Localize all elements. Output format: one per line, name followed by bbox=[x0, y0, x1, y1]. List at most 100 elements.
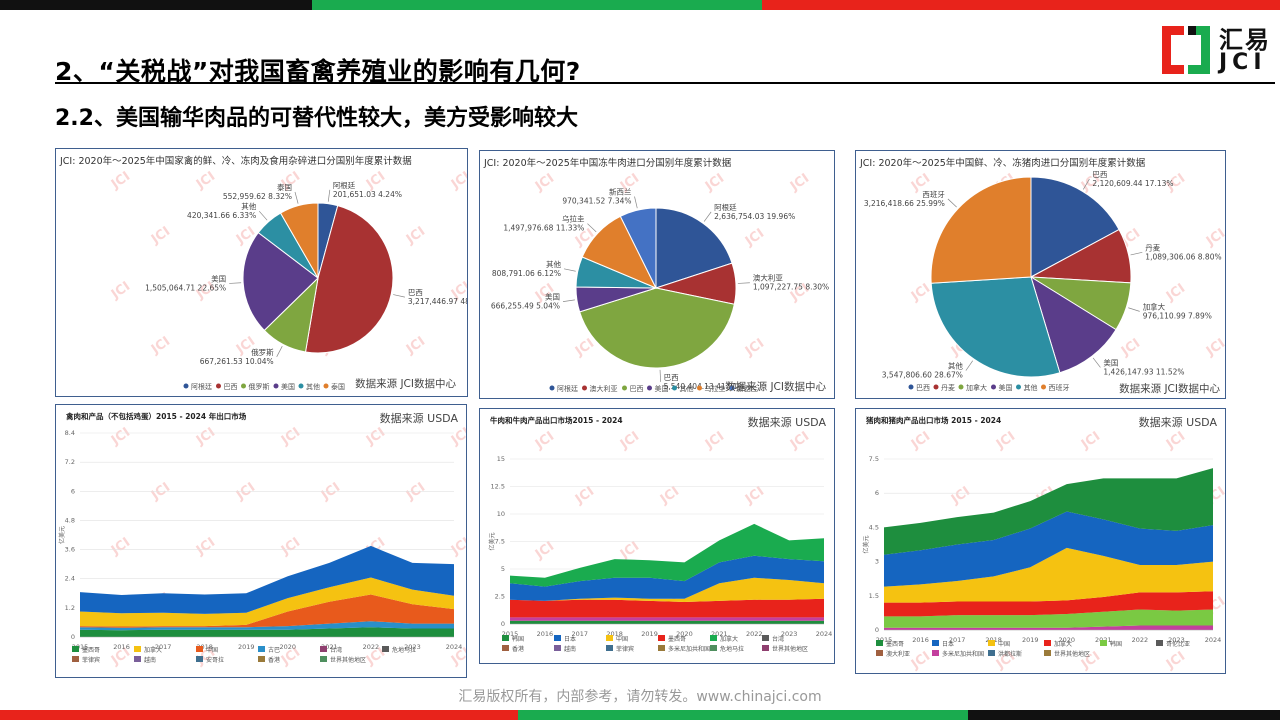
watermark-text: JCI bbox=[448, 169, 467, 193]
y-tick-label: 0 bbox=[875, 626, 879, 634]
pie-label-name: 美国 bbox=[211, 273, 226, 283]
watermark-text: JCI bbox=[532, 429, 557, 453]
chart-title: JCI: 2020年～2025年中国家禽的鲜、冷、冻肉及食用杂碎进口分国别年度累… bbox=[59, 155, 412, 167]
area-series-墨西哥 bbox=[80, 627, 454, 637]
x-tick-label: 2020 bbox=[676, 630, 693, 638]
legend-swatch bbox=[320, 656, 327, 662]
pie-leader-line bbox=[327, 189, 331, 202]
legend-swatch bbox=[729, 385, 735, 391]
y-tick-label: 6 bbox=[875, 489, 879, 497]
pie-label-value: 666,255.49 5.04% bbox=[491, 302, 560, 311]
pie-label-value: 970,341.52 7.34% bbox=[562, 196, 631, 205]
jci-logo-mark bbox=[1162, 26, 1210, 74]
pie-label-value: 1,089,306.06 8.80% bbox=[1145, 252, 1221, 261]
y-tick-label: 4.5 bbox=[869, 523, 879, 531]
legend-swatch bbox=[697, 385, 702, 391]
legend-swatch bbox=[606, 635, 613, 641]
legend-swatch bbox=[72, 656, 79, 662]
pie-label-value: 667,261.53 10.04% bbox=[200, 357, 274, 366]
legend-swatch bbox=[196, 646, 203, 652]
pie-leader-line bbox=[276, 346, 283, 357]
area-panel-pork: JCIJCIJCIJCIJCIJCIJCIJCIJCIJCIJCIJCIJCIJ… bbox=[855, 408, 1226, 674]
chart-source: 数据来源 USDA bbox=[1139, 415, 1218, 429]
legend-item: 中国 bbox=[616, 635, 628, 643]
x-tick-label: 2015 bbox=[876, 636, 893, 644]
legend-item: 韩国 bbox=[1110, 640, 1122, 648]
pie-label-value: 3,547,806.60 28.67% bbox=[882, 371, 963, 380]
page-subtitle: 2.2、美国输华肉品的可替代性较大，美方受影响较大 bbox=[55, 106, 578, 131]
chart-source: 数据来源 JCI数据中心 bbox=[355, 377, 456, 390]
pie-label-name: 俄罗斯 bbox=[251, 347, 274, 357]
pie-leader-line bbox=[965, 360, 974, 371]
chart-title: 牛肉和牛肉产品出口市场2015 - 2024 bbox=[490, 415, 623, 425]
area-series-其他 bbox=[510, 617, 824, 621]
top-bar-red bbox=[762, 0, 1280, 10]
legend-item: 加拿大 bbox=[144, 646, 162, 654]
legend-item: 西班牙 bbox=[1049, 383, 1070, 392]
watermark-text: JCI bbox=[148, 480, 173, 504]
y-tick-label: 5 bbox=[501, 565, 505, 573]
area-panel-poultry: JCI JCI JCI JCI JCI JCI JCI JCI JCI JCI JCI JCI JCI J… bbox=[55, 404, 467, 678]
legend-item: 台湾 bbox=[772, 635, 784, 643]
area-series-中国 bbox=[884, 547, 1213, 603]
area-series-加拿大 bbox=[510, 523, 824, 587]
pie-label-name: 新西兰 bbox=[609, 186, 632, 196]
legend-item: 丹麦 bbox=[941, 383, 955, 392]
watermark-text: JCI bbox=[193, 169, 218, 193]
watermark-text: JCI bbox=[948, 484, 973, 508]
x-tick-label: 2023 bbox=[404, 643, 421, 651]
area-series-墨西哥 bbox=[510, 598, 824, 618]
area-series-其他 bbox=[80, 545, 454, 614]
pie-leader-line bbox=[947, 198, 957, 208]
legend-swatch bbox=[382, 646, 389, 652]
pie-label-name: 美国 bbox=[545, 292, 560, 302]
legend-item: 世界其他地区 bbox=[772, 645, 808, 653]
y-axis-label: 亿美元 bbox=[862, 535, 870, 553]
legend-swatch bbox=[606, 645, 613, 651]
x-tick-label: 2017 bbox=[949, 636, 966, 644]
pie-label-value: 1,426,147.93 11.52% bbox=[1103, 367, 1184, 376]
legend-swatch bbox=[1041, 384, 1046, 390]
legend-swatch bbox=[658, 645, 665, 651]
pie-leader-line bbox=[659, 369, 661, 382]
legend-item: 香港 bbox=[268, 656, 280, 664]
legend-item: 澳大利亚 bbox=[590, 384, 618, 393]
y-tick-label: 6 bbox=[71, 487, 75, 495]
y-axis-label: 亿美元 bbox=[488, 532, 496, 550]
watermark-text: JCI bbox=[278, 535, 303, 559]
legend-item: 阿根廷 bbox=[557, 384, 578, 393]
watermark-text: JCI bbox=[193, 425, 218, 449]
legend-swatch bbox=[258, 656, 265, 662]
y-tick-label: 12.5 bbox=[491, 483, 505, 491]
x-tick-label: 2015 bbox=[72, 643, 89, 651]
legend-item: 新西兰 bbox=[737, 384, 758, 393]
top-bar-green bbox=[312, 0, 762, 10]
pie-label-value: 1,505,064.71 22.65% bbox=[145, 283, 226, 292]
watermark-text: JCI bbox=[108, 535, 133, 559]
legend-item: 墨西哥 bbox=[82, 647, 100, 654]
legend-swatch bbox=[1044, 640, 1051, 646]
legend-swatch bbox=[134, 656, 141, 662]
x-tick-label: 2022 bbox=[746, 630, 763, 638]
area-series-日本 bbox=[884, 511, 1213, 587]
legend-swatch bbox=[320, 646, 327, 652]
legend-item: 其他 bbox=[680, 384, 694, 393]
y-tick-label: 7.5 bbox=[495, 538, 505, 546]
x-tick-label: 2018 bbox=[196, 643, 213, 651]
pie-leader-line bbox=[737, 282, 750, 284]
watermark-text: JCI bbox=[908, 429, 933, 453]
legend-item: 巴西 bbox=[916, 384, 930, 392]
pie-panel-poultry: JCI JCI JCI JCI JCI JCI JCI JCI JCI JCI JCI JCI JCI J… bbox=[55, 148, 468, 397]
watermark-text: JCI bbox=[1078, 429, 1103, 453]
x-tick-label: 2023 bbox=[781, 630, 798, 638]
legend-swatch bbox=[710, 645, 717, 651]
legend-item: 哥伦比亚 bbox=[1166, 640, 1190, 648]
legend-item: 美国 bbox=[281, 382, 295, 391]
pie-leader-line bbox=[294, 191, 299, 204]
legend-swatch bbox=[502, 635, 509, 641]
area-chart-beef: JCIJCIJCIJCIJCIJCIJCIJCIJCIJCIJCIJCIJCIJ… bbox=[488, 415, 832, 653]
legend-item: 多米尼加共和国 bbox=[668, 645, 710, 653]
legend-swatch bbox=[876, 650, 883, 656]
area-series-中国 bbox=[510, 577, 824, 602]
legend-swatch bbox=[216, 383, 221, 389]
